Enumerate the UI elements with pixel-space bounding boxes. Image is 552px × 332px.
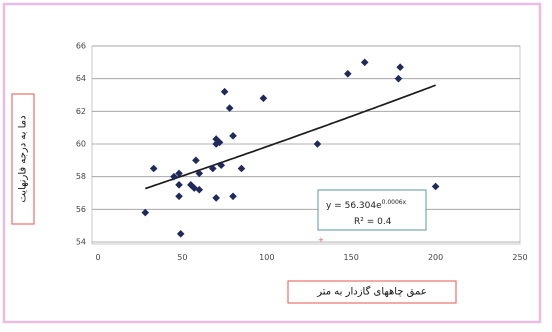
y-axis-title: دما به درجه فارنهایت (18, 115, 29, 202)
y-tick-label-56: 56 (76, 205, 86, 214)
data-point-2 (149, 164, 158, 173)
x-tick-label-200: 200 (428, 253, 443, 262)
x-axis-title-box: عمق چاههای گازدار به متر (287, 280, 457, 304)
r-squared-label: R² = 0.4 (354, 217, 392, 227)
y-axis-title-box: دما به درجه فارنهایت (11, 93, 35, 225)
y-axis: 54 56 58 60 62 64 66 (76, 42, 86, 247)
x-tick-label-50: 50 (177, 253, 187, 262)
data-point-7 (176, 230, 185, 238)
equation-box-frame (317, 189, 427, 231)
data-point-26 (344, 69, 352, 78)
data-point-5 (175, 169, 183, 178)
data-point-24 (259, 94, 268, 103)
y-tick-label-60: 60 (76, 140, 86, 149)
data-point-17 (215, 138, 224, 147)
data-points (141, 58, 440, 238)
data-point-1 (141, 208, 150, 217)
x-tick-label-150: 150 (344, 253, 359, 262)
y-axis-title-frame (11, 93, 35, 225)
x-axis: 0 50 100 150 200 250 (95, 253, 527, 262)
data-point-19 (220, 87, 229, 96)
trendline (145, 84, 436, 190)
data-point-18 (217, 161, 226, 170)
x-axis-title: عمق چاههای گازدار به متر (316, 286, 427, 298)
y-tick-label-58: 58 (76, 172, 86, 181)
data-point-3 (170, 172, 178, 181)
y-tick-label-66: 66 (76, 42, 86, 51)
plot-area (91, 45, 521, 245)
data-point-11 (195, 169, 204, 178)
data-point-4 (175, 181, 183, 189)
data-point-29 (396, 63, 404, 72)
x-tick-label-250: 250 (512, 253, 527, 262)
data-point-10 (192, 156, 200, 165)
data-point-13 (208, 164, 217, 173)
data-point-21 (229, 132, 237, 140)
y-tick-label-62: 62 (76, 107, 86, 116)
data-point-28 (394, 74, 403, 83)
data-point-20 (225, 104, 234, 112)
data-point-27 (360, 58, 369, 67)
trendline-equation: y = 56.304e0.0006x (326, 199, 407, 211)
gridlines (92, 45, 520, 243)
data-point-16 (212, 194, 220, 202)
x-axis-title-frame (287, 280, 457, 304)
data-point-12 (195, 185, 204, 194)
trendline-equation-box: y = 56.304e0.0006x R² = 0.4 (317, 189, 427, 231)
y-tick-label-64: 64 (76, 74, 86, 83)
x-tick-label-0: 0 (95, 253, 100, 262)
data-point-6 (175, 192, 183, 201)
data-point-23 (237, 164, 246, 173)
data-point-30 (431, 182, 440, 191)
data-point-25 (313, 140, 322, 148)
x-tick-label-100: 100 (259, 253, 274, 262)
stray-mark: + (318, 236, 324, 244)
y-tick-label-54: 54 (76, 238, 86, 247)
data-point-22 (229, 192, 237, 201)
